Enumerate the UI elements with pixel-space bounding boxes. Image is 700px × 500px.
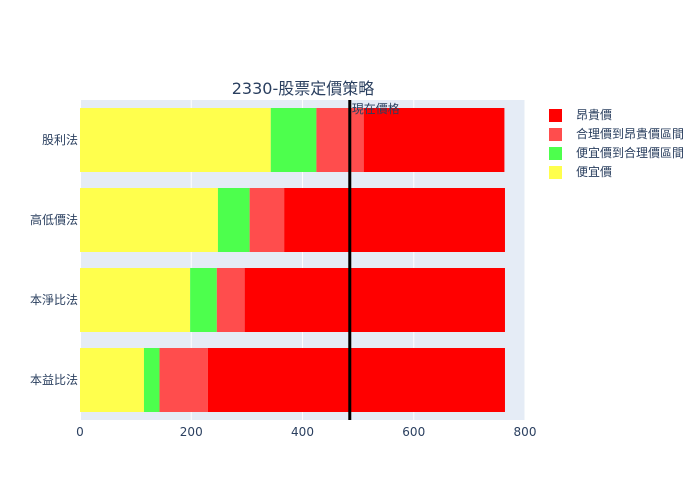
legend-swatch[interactable]	[549, 147, 562, 160]
y-tick-label: 本益比法	[30, 373, 78, 387]
bar-segment[interactable]	[80, 348, 144, 412]
bar-segment[interactable]	[244, 268, 505, 332]
legend-label[interactable]: 便宜價	[576, 164, 612, 179]
y-tick-label: 高低價法	[30, 212, 78, 227]
x-tick-label: 800	[514, 425, 537, 439]
bar-segment[interactable]	[207, 348, 505, 412]
bar-segment[interactable]	[270, 108, 317, 172]
x-tick-label: 400	[291, 425, 314, 439]
bar-segment[interactable]	[143, 348, 160, 412]
y-tick-label: 本淨比法	[30, 293, 78, 307]
x-tick-label: 0	[76, 425, 84, 439]
bar-segment[interactable]	[216, 268, 245, 332]
legend-label[interactable]: 便宜價到合理價區間	[576, 145, 684, 160]
legend-swatch[interactable]	[549, 166, 562, 179]
x-axis-ticks: 0 200 400 600 800	[76, 425, 536, 439]
bar-segment[interactable]	[80, 188, 218, 252]
x-tick-label: 200	[180, 425, 203, 439]
x-tick-label: 600	[402, 425, 425, 439]
bar-segment[interactable]	[80, 108, 271, 172]
bar-segment[interactable]	[190, 268, 217, 332]
legend-label[interactable]: 合理價到昂貴價區間	[576, 126, 684, 141]
bar-segment[interactable]	[284, 188, 505, 252]
y-axis-ticks: 本益比法 本淨比法 高低價法 股利法	[30, 133, 78, 387]
bar-segment[interactable]	[217, 188, 250, 252]
legend-swatch[interactable]	[549, 128, 562, 141]
legend-label[interactable]: 昂貴價	[576, 108, 612, 122]
legend-swatch[interactable]	[549, 109, 562, 122]
y-tick-label: 股利法	[42, 133, 78, 147]
bar-segment[interactable]	[80, 268, 191, 332]
chart-title: 2330-股票定價策略	[232, 79, 375, 98]
bar-segment[interactable]	[363, 108, 505, 172]
bar-segment[interactable]	[249, 188, 285, 252]
current-price-label: 現在價格	[352, 101, 400, 116]
bars	[80, 108, 505, 412]
bar-segment[interactable]	[159, 348, 208, 412]
bar-segment[interactable]	[316, 108, 364, 172]
